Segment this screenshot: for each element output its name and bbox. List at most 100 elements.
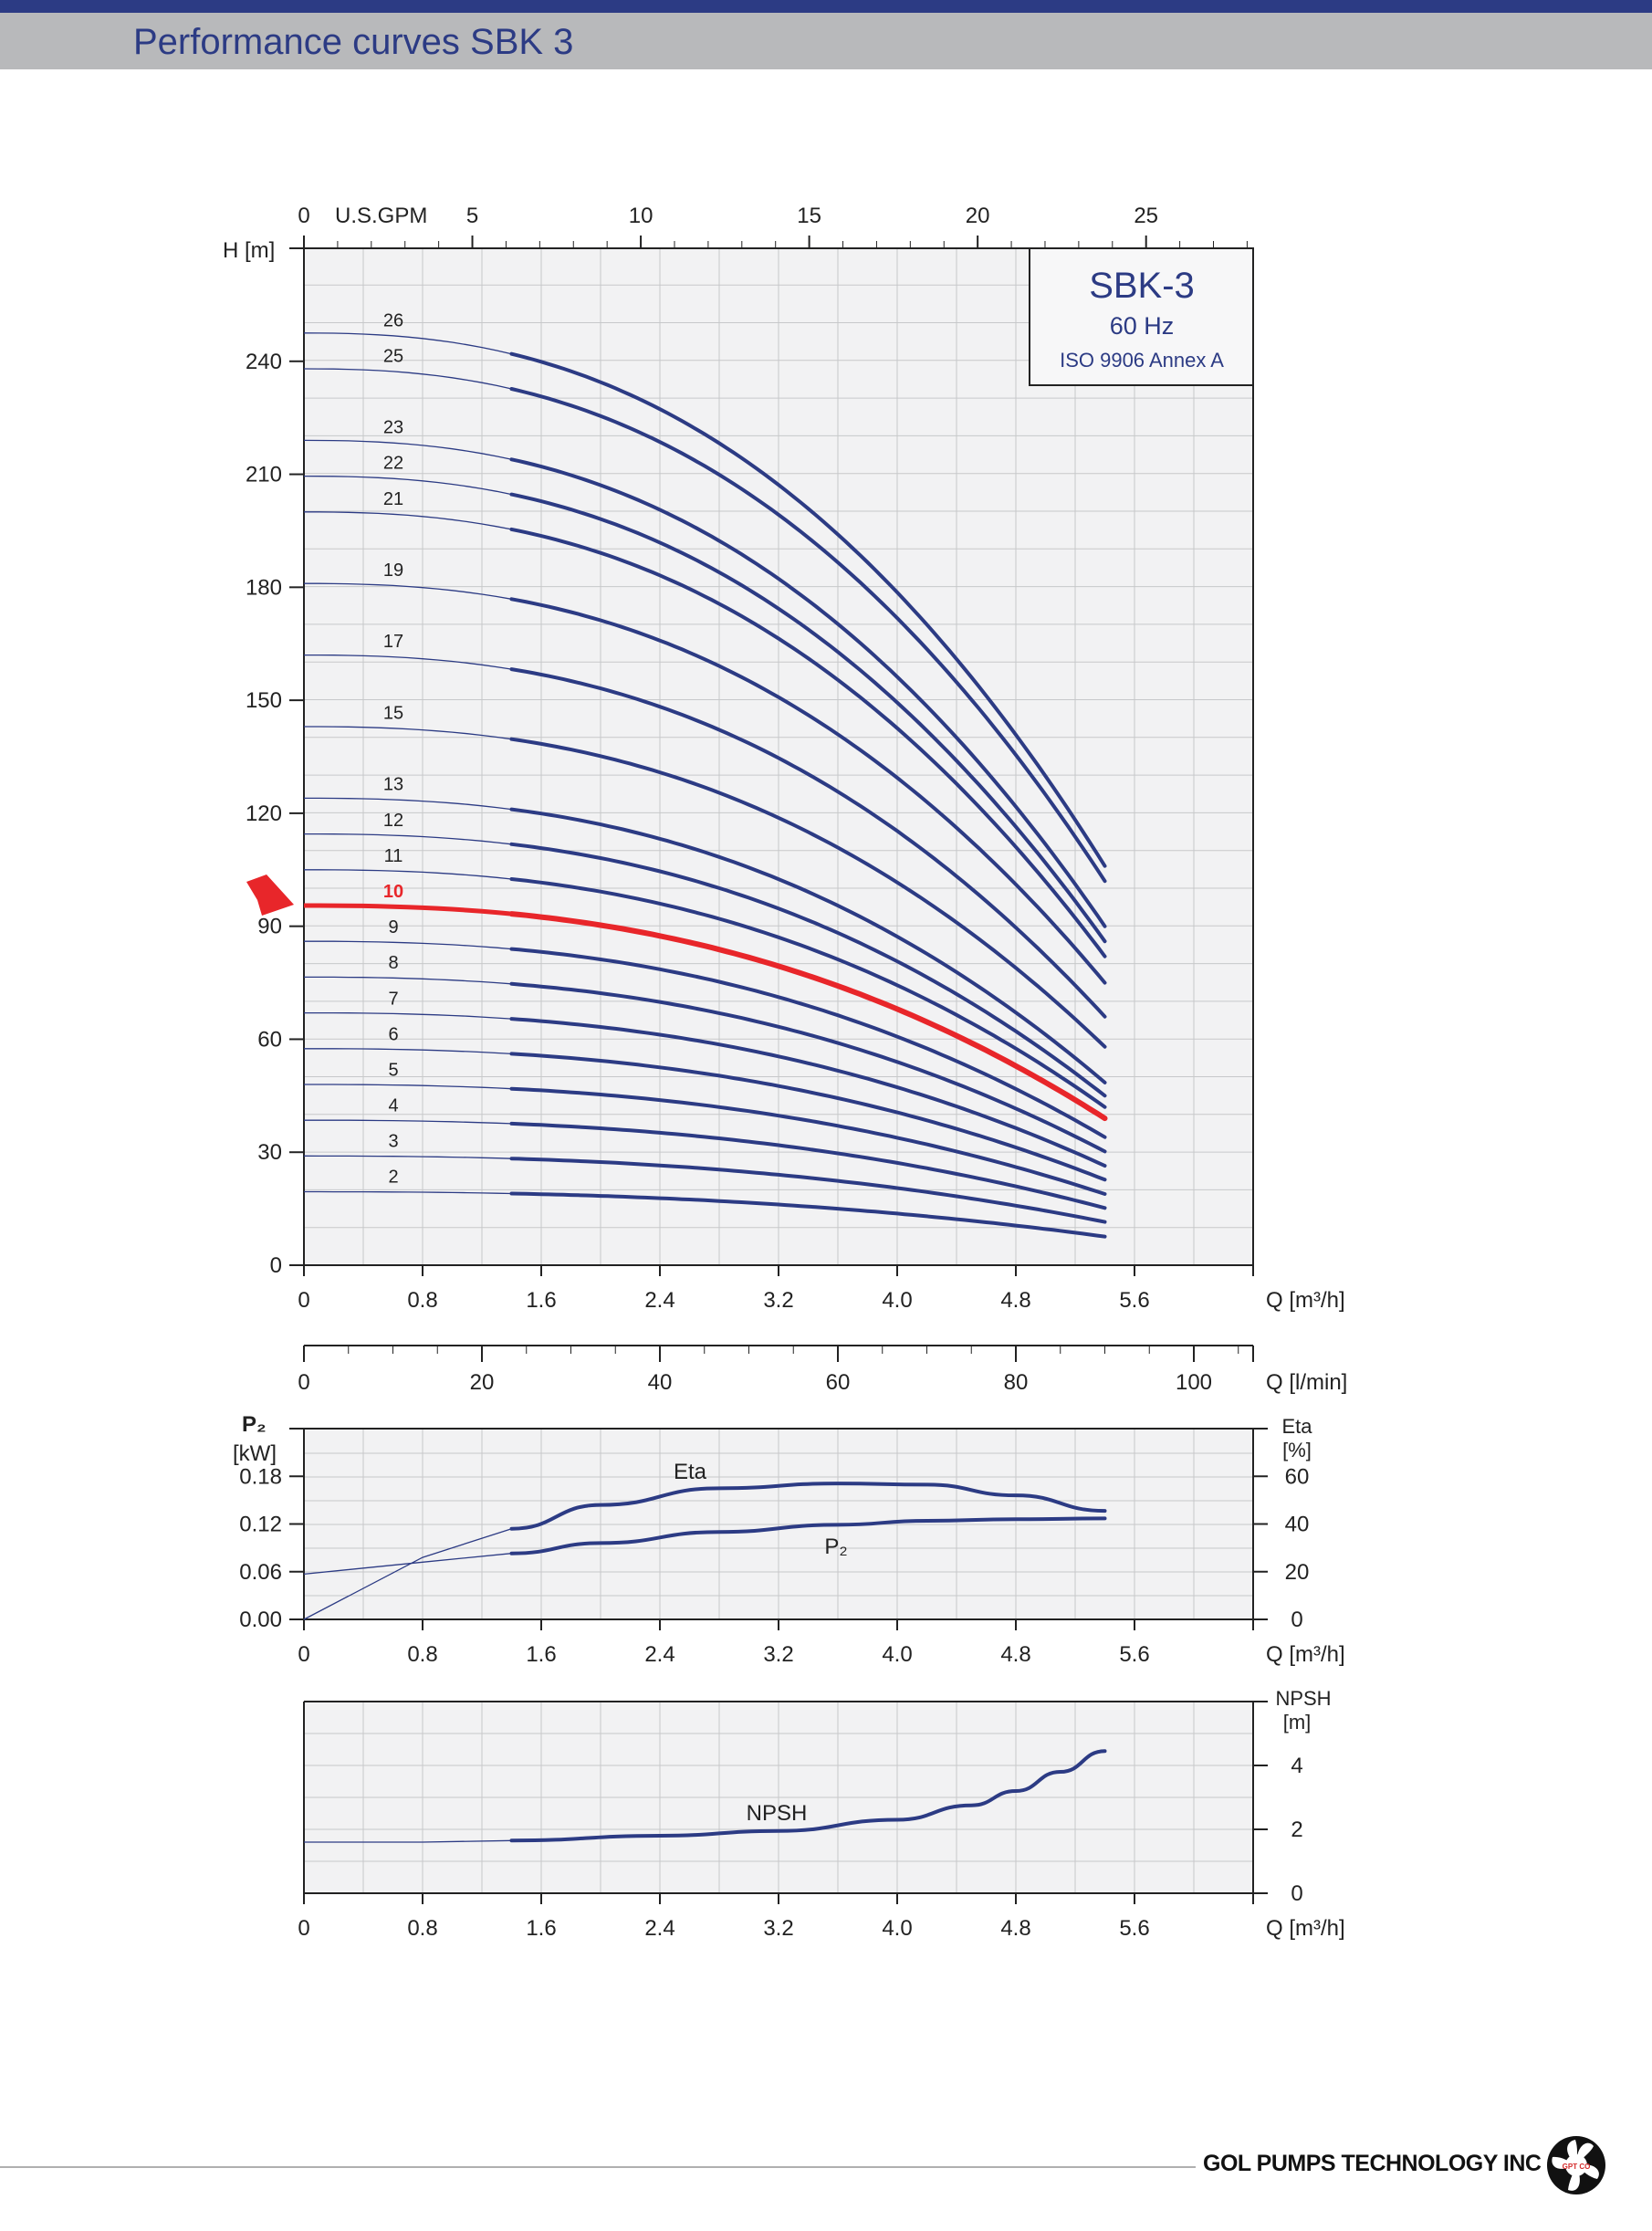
lmin-axis-label: Q [l/min] (1266, 1370, 1347, 1395)
eta-y-axis-label: Eta (1281, 1415, 1312, 1438)
npsh-x-tick-label: 5.6 (1119, 1916, 1149, 1941)
head-curve-3-extension (303, 1155, 512, 1159)
lmin-tick-label: 80 (1004, 1370, 1029, 1395)
head-curve-label-11: 11 (384, 846, 403, 866)
head-y-tick-label: 60 (257, 1027, 282, 1052)
lmin-tick-label: 100 (1176, 1370, 1212, 1395)
npsh-x-tick-label: 0 (298, 1916, 309, 1941)
power-x-tick-label: 3.2 (763, 1642, 793, 1667)
highlight-arrow (246, 874, 294, 916)
npsh-series-label: NPSH (747, 1801, 808, 1826)
head-y-tick-label: 210 (246, 463, 282, 487)
lmin-tick-label: 0 (298, 1370, 309, 1395)
footer-divider (0, 2166, 1196, 2168)
head-y-tick-label: 120 (246, 801, 282, 826)
head-y-tick-label: 180 (246, 575, 282, 600)
eta-y-tick-label: 0 (1291, 1608, 1302, 1632)
head-curve-5 (509, 1086, 1107, 1196)
head-x-tick-label: 0 (298, 1288, 309, 1313)
eta-y-tick-label: 60 (1285, 1464, 1310, 1489)
head-curve-17-extension (304, 654, 512, 670)
top-accent-bar (0, 0, 1652, 13)
head-y-tick-label: 240 (246, 350, 282, 374)
head-curve-label-3: 3 (388, 1132, 398, 1152)
head-curve-12-extension (304, 833, 512, 845)
head-x-tick-label: 5.6 (1119, 1288, 1149, 1313)
head-curve-label-2: 2 (388, 1168, 398, 1188)
head-curve-label-21: 21 (383, 489, 403, 509)
head-curve-21 (509, 527, 1107, 958)
head-curve-2 (509, 1191, 1107, 1239)
power-y-tick-label: 0.12 (239, 1513, 282, 1537)
power-x-tick-label: 2.4 (644, 1642, 674, 1667)
head-curve-19 (509, 597, 1107, 985)
head-y-tick-label: 90 (257, 915, 282, 939)
eta-curve-extension (303, 1528, 512, 1620)
npsh-y-tick-label: 4 (1291, 1754, 1302, 1778)
lmin-tick-label: 60 (826, 1370, 851, 1395)
head-curve-11 (509, 877, 1107, 1109)
head-curve-6 (509, 1052, 1107, 1182)
head-curve-15-extension (304, 726, 512, 740)
head-curve-10 (508, 911, 1108, 1122)
head-curve-label-22: 22 (383, 454, 403, 474)
npsh-x-axis-label: Q [m³/h] (1266, 1916, 1345, 1941)
power-y-axis-unit: [kW] (233, 1441, 277, 1466)
head-legend-frequency: 60 Hz (1110, 312, 1175, 340)
head-x-tick-label: 2.4 (644, 1288, 674, 1313)
logo-text: GPT CO (1563, 2163, 1591, 2171)
npsh-y-tick-label: 2 (1291, 1817, 1302, 1842)
page-title: Performance curves SBK 3 (133, 22, 574, 62)
power-curve (509, 1516, 1107, 1555)
head-top-tick-label: 10 (629, 204, 653, 228)
head-curve-26 (509, 351, 1107, 868)
head-curve-9-extension (304, 940, 512, 950)
head-legend-title: SBK-3 (1089, 266, 1195, 306)
head-top-tick-label: 0 (298, 204, 309, 228)
lmin-tick-label: 40 (648, 1370, 673, 1395)
head-curve-label-19: 19 (383, 560, 403, 581)
power-x-tick-label: 0.8 (407, 1642, 437, 1667)
eta-y-tick-label: 20 (1285, 1560, 1310, 1585)
eta-series-label: Eta (674, 1460, 707, 1484)
power-curve-extension (303, 1553, 512, 1576)
head-curve-13 (509, 807, 1107, 1084)
head-chart: 0 0.8 1.6 2.4 3.2 4.0 4.8 5.6 Q [m³/h]0 5 10 15 20 25… (223, 204, 1345, 1313)
power-x-tick-label: 5.6 (1119, 1642, 1149, 1667)
head-y-tick-label: 150 (246, 688, 282, 713)
head-legend-box (1029, 247, 1254, 386)
head-curve-label-8: 8 (388, 953, 398, 973)
company-logo: GPT CO (1547, 2136, 1605, 2194)
head-curve-label-26: 26 (383, 310, 403, 330)
power-eta-chart: 0 20 40 60 80 100 Q [l/min] 0 0.8 1.6 2.4 3.2 4.0 4.8… (233, 1345, 1347, 1667)
head-x-tick-label: 4.0 (882, 1288, 912, 1313)
npsh-x-tick-label: 4.0 (882, 1916, 912, 1941)
head-curve-4 (509, 1121, 1107, 1210)
head-top-tick-label: 25 (1134, 204, 1158, 228)
head-curve-label-6: 6 (388, 1024, 398, 1044)
head-curve-19-extension (304, 582, 512, 600)
head-curve-label-15: 15 (383, 703, 403, 723)
head-curve-13-extension (304, 797, 512, 811)
eta-y-axis-unit: [%] (1282, 1439, 1312, 1461)
head-curve-7 (509, 1017, 1107, 1168)
npsh-x-tick-label: 1.6 (526, 1916, 556, 1941)
head-curve-12 (509, 842, 1107, 1098)
power-y-tick-label: 0.06 (239, 1560, 282, 1585)
head-curve-22-extension (303, 475, 512, 496)
power-x-axis-label: Q [m³/h] (1266, 1642, 1345, 1667)
head-curve-label-4: 4 (388, 1096, 398, 1116)
head-y-axis-label: H [m] (223, 238, 275, 263)
head-curve-3 (509, 1157, 1107, 1224)
head-x-tick-label: 0.8 (407, 1288, 437, 1313)
npsh-curve-extension (304, 1839, 512, 1843)
head-y-tick-label: 30 (257, 1140, 282, 1165)
power-x-tick-label: 0 (298, 1642, 309, 1667)
head-curve-25 (509, 387, 1107, 884)
head-curve-2-extension (304, 1190, 512, 1195)
head-curve-label-17: 17 (383, 632, 403, 652)
head-curve-8 (509, 981, 1107, 1154)
head-x-tick-label: 1.6 (526, 1288, 556, 1313)
head-curve-15 (509, 737, 1107, 1049)
head-curve-26-extension (303, 332, 512, 355)
